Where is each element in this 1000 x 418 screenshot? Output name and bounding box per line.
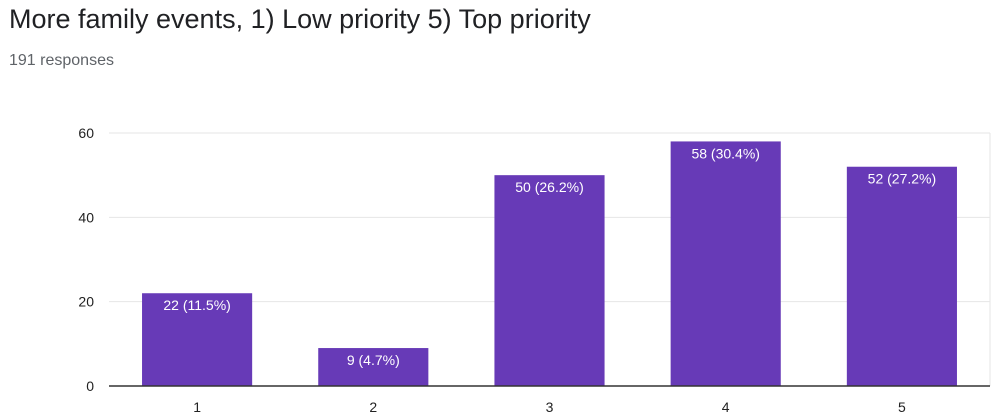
chart-title: More family events, 1) Low priority 5) T… (9, 4, 591, 34)
y-tick-label: 0 (86, 378, 94, 394)
bar-5 (846, 166, 957, 386)
y-tick-label: 60 (78, 125, 94, 141)
bar-data-label: 9 (4.7%) (347, 352, 400, 368)
x-tick-label: 5 (898, 399, 906, 415)
x-tick-label: 3 (546, 399, 554, 415)
bar-3 (494, 175, 605, 386)
x-tick-label: 4 (722, 399, 730, 415)
x-tick-label: 1 (193, 399, 201, 415)
x-tick-label: 2 (369, 399, 377, 415)
y-axis-ticks: 0 20 40 60 (78, 125, 94, 394)
bars: 22 (11.5%) 9 (4.7%) 50 (26.2%) 58 (30.4%) 52… (142, 141, 957, 386)
bar-data-label: 22 (11.5%) (163, 297, 230, 313)
bar-data-label: 50 (26.2%) (515, 179, 583, 195)
y-tick-label: 20 (78, 294, 94, 310)
response-count: 191 responses (9, 52, 114, 69)
y-tick-label: 40 (78, 209, 94, 225)
bar-data-label: 58 (30.4%) (691, 145, 759, 161)
x-axis-ticks: 1 2 3 4 5 (193, 399, 906, 415)
bar-data-label: 52 (27.2%) (868, 171, 936, 187)
bar-4 (670, 141, 781, 386)
bar-1 (142, 293, 253, 386)
bar-2 (318, 348, 429, 386)
